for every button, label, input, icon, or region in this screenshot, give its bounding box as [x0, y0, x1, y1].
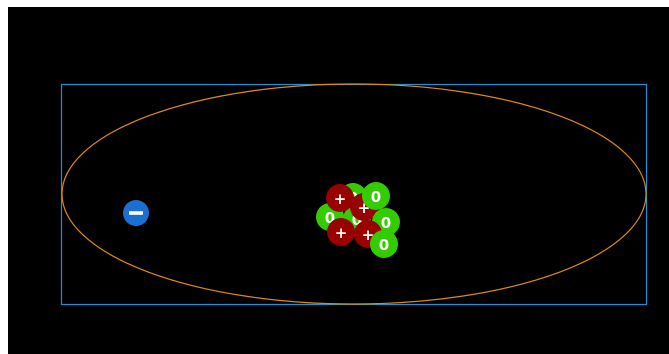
electron-layer: [123, 200, 149, 226]
neutron-disc: [370, 230, 398, 258]
neutron-symbol: 0: [325, 209, 335, 227]
neutron: 0: [362, 182, 390, 210]
atom-diagram: 000+0+0++0: [8, 7, 669, 354]
minus-icon: [129, 211, 143, 215]
proton-symbol: +: [335, 224, 348, 242]
proton-disc: [327, 218, 355, 246]
neutron-symbol: 0: [371, 188, 381, 206]
neutron: 0: [370, 230, 398, 258]
electron: [123, 200, 149, 226]
electron-orbit: [61, 83, 647, 305]
proton: +: [327, 218, 355, 246]
neutron-symbol: 0: [379, 236, 389, 254]
neutron-disc: [362, 182, 390, 210]
atom-diagram-canvas: 000+0+0++0: [8, 7, 669, 354]
proton-symbol: +: [334, 190, 347, 208]
neutron-symbol: 0: [381, 214, 391, 232]
proton: +: [326, 184, 354, 212]
nucleus: 000+0+0++0: [316, 182, 400, 258]
neutron-symbol: 0: [352, 211, 362, 229]
proton-disc: [326, 184, 354, 212]
